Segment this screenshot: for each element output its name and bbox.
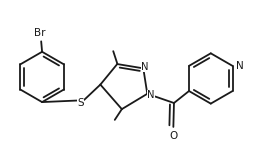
Text: O: O xyxy=(169,131,177,140)
Text: N: N xyxy=(141,62,149,72)
Text: N: N xyxy=(147,90,155,100)
Text: N: N xyxy=(236,61,244,71)
Text: Br: Br xyxy=(34,28,45,38)
Text: S: S xyxy=(77,98,84,108)
